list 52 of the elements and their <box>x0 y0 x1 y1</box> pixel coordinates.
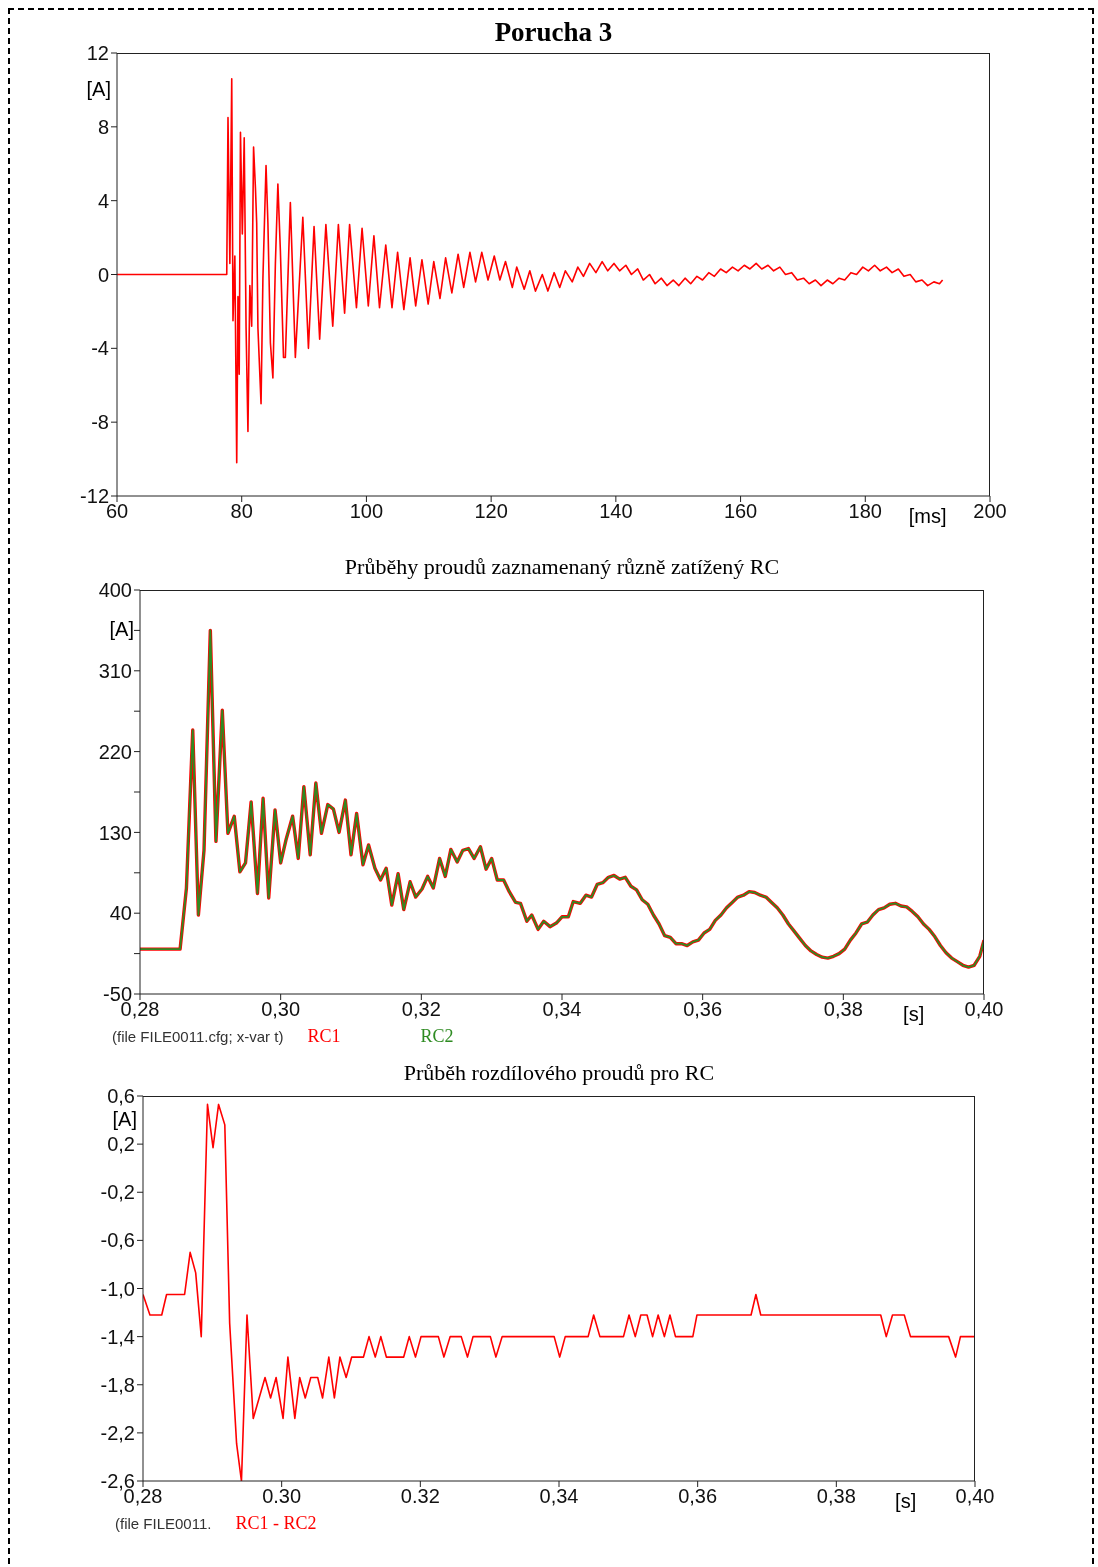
y-tick-label: -1,4 <box>100 1325 135 1348</box>
x-axis-title: [s] <box>902 1003 926 1026</box>
x-tick-label: 0,40 <box>955 1485 995 1508</box>
y-tick-label: 8 <box>97 115 109 138</box>
x-tick-label: 180 <box>848 500 882 523</box>
y-tick-label: 220 <box>98 740 132 763</box>
x-tick-label: 0,40 <box>964 998 1004 1021</box>
y-tick-label: 4 <box>97 189 109 212</box>
x-tick-label: 0,30 <box>261 998 301 1021</box>
x-tick-label: 0,38 <box>823 998 863 1021</box>
text: RC2 <box>420 1026 454 1047</box>
x-tick-label: 120 <box>474 500 508 523</box>
y-tick-label: -8 <box>91 411 109 434</box>
y-tick-label: 400 <box>98 579 132 602</box>
y-tick-label: -0,6 <box>100 1229 135 1252</box>
y-tick-label: -4 <box>91 337 109 360</box>
x-tick-label: 0,32 <box>401 998 441 1021</box>
series-label: RC1 - RC2 <box>235 1513 317 1534</box>
text: RC1 <box>307 1026 341 1047</box>
x-tick-label: 0.32 <box>400 1485 440 1508</box>
x-tick-label: 0,38 <box>816 1485 856 1508</box>
y-tick-label: 12 <box>86 42 109 65</box>
y-axis-title: [A] <box>111 1108 137 1132</box>
y-tick-label: -1,0 <box>100 1277 135 1300</box>
y-tick-label: -1,8 <box>100 1373 135 1396</box>
y-tick-label: 0,6 <box>107 1085 135 1108</box>
x-axis-title: [s] <box>894 1490 918 1513</box>
x-tick-label: 0,36 <box>683 998 723 1021</box>
y-tick-label: 130 <box>98 821 132 844</box>
x-tick-label: 0,34 <box>539 1485 579 1508</box>
y-tick-label: -0,2 <box>100 1181 135 1204</box>
x-tick-label: 0,36 <box>678 1485 718 1508</box>
x-tick-label: 200 <box>973 500 1007 523</box>
text: (file FILE0011.cfg; x-var t) <box>112 1028 284 1045</box>
y-tick-label: -2,2 <box>100 1421 135 1444</box>
y-tick-label: 0,2 <box>107 1133 135 1156</box>
text: (file FILE0011. <box>115 1515 212 1532</box>
x-tick-label: 80 <box>230 500 253 523</box>
x-tick-label: 0,34 <box>542 998 582 1021</box>
y-tick-label: 40 <box>109 902 132 925</box>
chart-title: Průběhy proudů zaznamenaný různě zatížený RC <box>343 554 781 580</box>
x-tick-label: 160 <box>723 500 758 523</box>
y-tick-label: 310 <box>98 659 132 682</box>
x-axis-title: [ms] <box>907 505 948 528</box>
y-tick-label: 0 <box>97 263 109 286</box>
x-tick-label: 0.30 <box>262 1485 302 1508</box>
y-axis-title: [A] <box>108 618 134 642</box>
chart-title: Porucha 3 <box>493 17 614 48</box>
x-tick-label: 140 <box>599 500 633 523</box>
y-axis-title: [A] <box>85 77 111 101</box>
x-tick-label: 100 <box>349 500 384 523</box>
chart-title: Průběh rozdílového proudů pro RC <box>402 1060 716 1086</box>
